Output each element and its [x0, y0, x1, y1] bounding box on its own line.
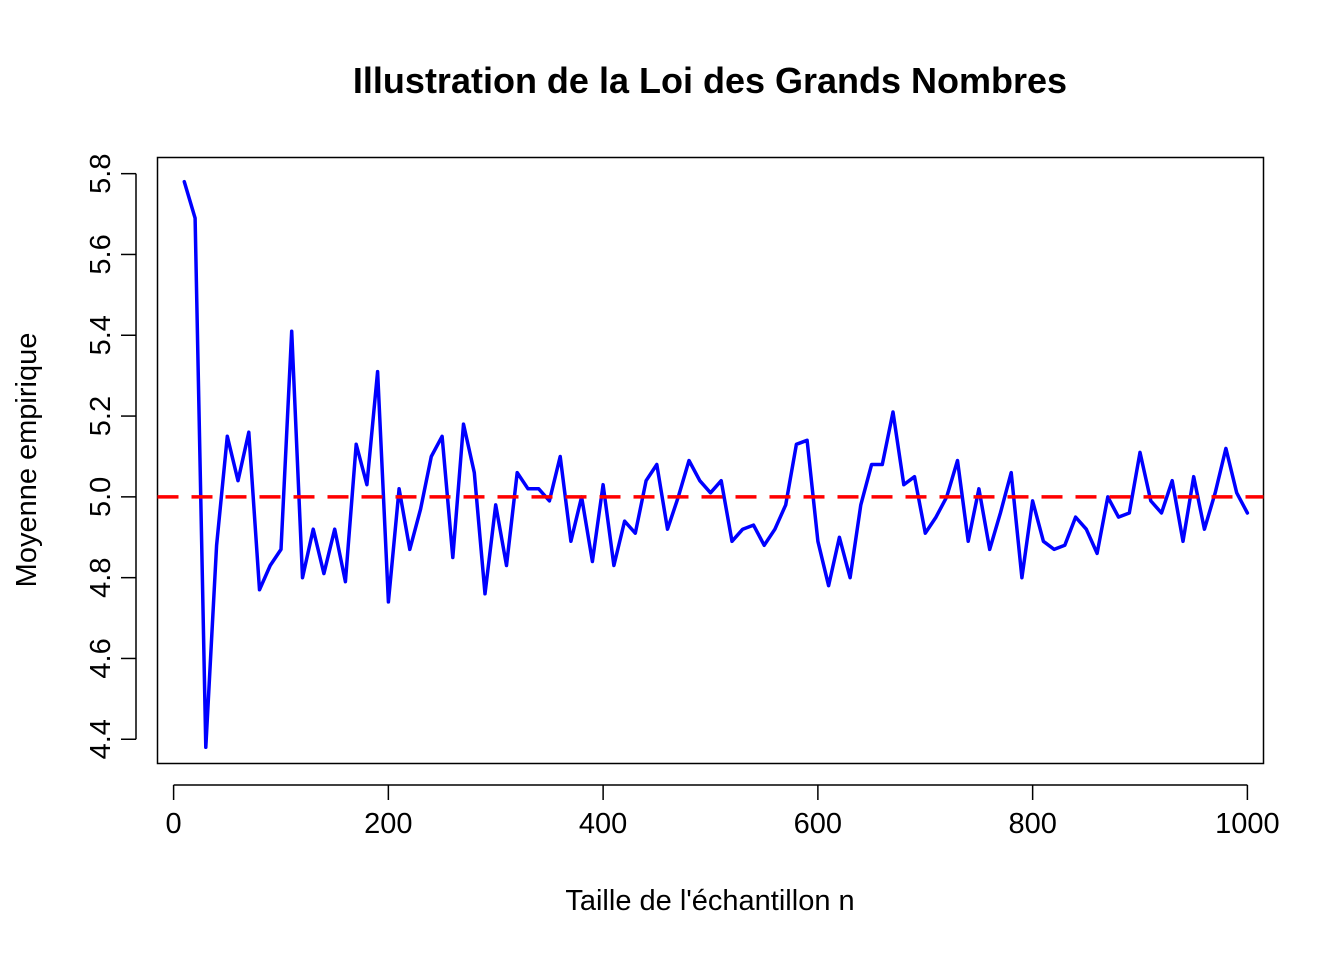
y-tick-label: 4.4 — [85, 719, 117, 759]
x-axis-label: Taille de l'échantillon n — [565, 885, 854, 917]
y-tick-label: 5.0 — [85, 477, 117, 517]
y-axis: 4.4 4.6 4.8 5.0 5.2 5.4 5.6 5.8 — [85, 153, 137, 759]
x-tick-label: 800 — [1008, 808, 1056, 840]
plot-frame — [156, 156, 1265, 765]
series-line — [182, 179, 1250, 750]
x-tick-label: 600 — [794, 808, 842, 840]
y-tick-label: 5.2 — [85, 396, 117, 436]
x-tick-label: 0 — [166, 808, 182, 840]
y-tick-label: 5.6 — [85, 234, 117, 274]
x-tick-label: 1000 — [1215, 808, 1280, 840]
y-tick-label: 5.4 — [85, 315, 117, 355]
y-axis-label: Moyenne empirique — [11, 333, 43, 588]
chart-title: Illustration de la Loi des Grands Nombre… — [353, 60, 1067, 101]
x-tick-label: 200 — [364, 808, 412, 840]
y-tick-label: 5.8 — [85, 153, 117, 193]
y-tick-label: 4.6 — [85, 638, 117, 678]
y-tick-label: 4.8 — [85, 557, 117, 597]
x-axis: 0 200 400 600 800 1000 — [166, 784, 1280, 840]
chart-marks — [157, 179, 1264, 750]
x-tick-label: 400 — [579, 808, 627, 840]
